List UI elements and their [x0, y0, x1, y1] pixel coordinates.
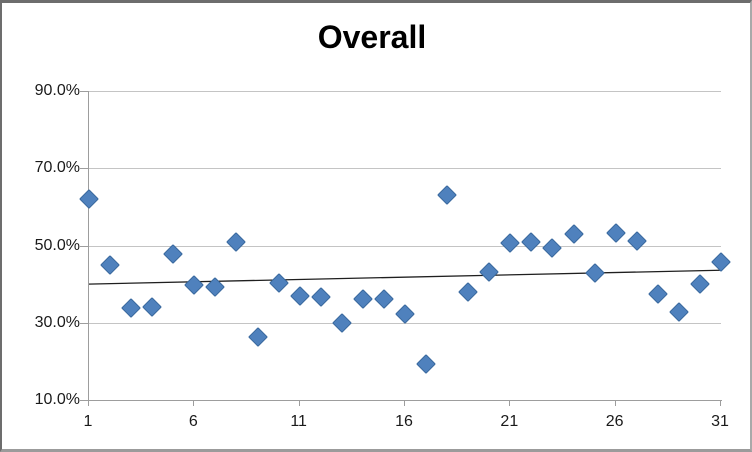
x-axis-tick-label: 26: [605, 413, 624, 430]
y-gridline: [88, 91, 721, 92]
x-axis-line: [88, 400, 722, 401]
y-axis-tick: [80, 245, 88, 247]
chart-title: Overall: [317, 19, 427, 55]
data-point-marker: [458, 282, 479, 303]
y-axis-line: [88, 91, 89, 401]
y-gridline: [88, 168, 721, 170]
data-point-marker: [521, 231, 542, 252]
y-axis-tick: [80, 400, 88, 401]
data-point-marker: [268, 273, 289, 294]
data-point-marker: [184, 275, 205, 296]
y-axis-tick: [80, 91, 88, 92]
x-axis-tick: [193, 400, 195, 406]
x-axis-tick-label: 6: [188, 413, 198, 430]
data-point-marker: [205, 277, 226, 297]
x-axis-tick-label: 11: [290, 413, 307, 430]
data-point-marker: [626, 231, 647, 251]
data-point-marker: [374, 289, 394, 310]
data-point-marker: [563, 223, 584, 244]
y-axis-tick: [80, 322, 88, 324]
x-axis-tick: [88, 400, 89, 406]
y-axis-tick: [80, 168, 88, 170]
data-point-marker: [479, 262, 500, 282]
x-axis-tick-label: 31: [711, 413, 729, 430]
data-point-marker: [690, 274, 710, 294]
data-point-marker: [226, 232, 247, 253]
data-point-marker: [352, 289, 373, 309]
y-axis-tick-label: 30.0%: [34, 313, 80, 331]
trendline-layer: [87, 269, 721, 285]
y-axis-tick-label: 70.0%: [34, 159, 80, 177]
data-point-marker: [163, 244, 184, 265]
data-point-marker: [79, 189, 99, 209]
data-point-marker: [584, 262, 605, 283]
data-point-marker: [121, 297, 142, 318]
data-point-marker: [437, 185, 458, 206]
data-point-marker: [647, 284, 668, 304]
y-axis-tick-label: 90.0%: [34, 82, 80, 99]
y-axis-tick-label: 50.0%: [34, 236, 80, 254]
x-axis-tick-label: 16: [395, 413, 413, 430]
x-axis-tick: [298, 400, 300, 406]
data-point-marker: [331, 312, 352, 333]
data-point-marker: [142, 297, 163, 318]
data-point-marker: [668, 302, 689, 323]
data-point-marker: [100, 255, 120, 275]
x-axis-tick-label: 1: [83, 413, 93, 430]
x-axis-tick: [720, 400, 721, 406]
data-point-marker: [605, 222, 626, 243]
data-point-marker: [500, 232, 521, 253]
trendline: [87, 269, 721, 285]
data-point-marker: [289, 286, 310, 306]
data-point-marker: [711, 252, 731, 272]
data-point-marker: [247, 327, 268, 348]
y-axis-tick-label: 10.0%: [34, 391, 80, 408]
data-point-marker: [542, 238, 563, 259]
x-axis-tick: [509, 400, 511, 406]
data-point-marker: [416, 353, 436, 374]
x-axis-tick: [404, 400, 405, 406]
x-axis-tick: [614, 400, 616, 406]
data-point-marker: [310, 286, 331, 307]
data-point-marker: [395, 304, 415, 325]
x-axis-tick-label: 21: [500, 413, 519, 430]
y-gridline: [88, 245, 721, 247]
